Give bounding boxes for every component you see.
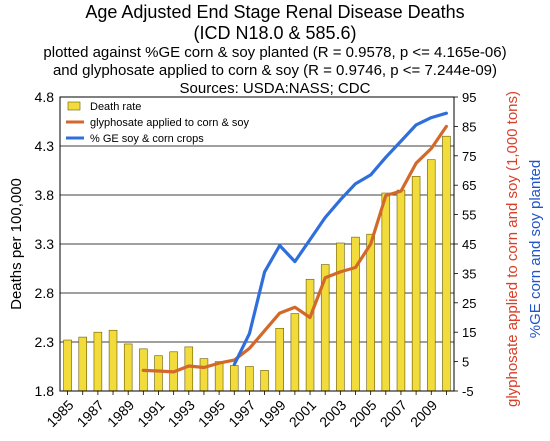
y-tick-label: 1.8 xyxy=(35,383,55,399)
bar-death-rate xyxy=(275,327,284,392)
x-tick-label: 1997 xyxy=(225,397,258,430)
y2-tick-label: 35 xyxy=(462,266,476,281)
legend-label-death-rate: Death rate xyxy=(90,101,141,113)
legend-label-ge-crops: % GE soy & corn crops xyxy=(90,133,204,145)
bar-death-rate xyxy=(427,159,436,392)
x-tick-label: 1999 xyxy=(255,397,288,430)
y2-tick-label: 45 xyxy=(462,237,476,252)
bar-death-rate xyxy=(214,361,224,392)
y2-tick-label: 5 xyxy=(462,355,469,370)
bar-death-rate xyxy=(63,339,72,392)
chart-title: Age Adjusted End Stage Renal Disease Dea… xyxy=(85,2,465,22)
x-tick-label: 1987 xyxy=(74,397,107,430)
y3-axis-label: %GE corn and soy planted xyxy=(527,160,544,338)
bar-death-rate xyxy=(442,135,451,392)
bar-death-rate xyxy=(78,336,87,392)
x-tick-label: 1991 xyxy=(134,397,167,430)
line-ge-crops xyxy=(232,111,448,367)
bar-death-rate xyxy=(290,313,300,392)
y2-tick-label: -5 xyxy=(462,384,474,399)
bar-death-rate xyxy=(199,358,209,392)
chart-subtitle-glyphosate: and glyphosate applied to corn & soy (R … xyxy=(52,62,498,79)
y2-tick-label: 55 xyxy=(462,208,476,223)
bar-death-rate xyxy=(366,233,375,392)
x-tick-label: 1993 xyxy=(165,397,198,430)
bar-death-rate xyxy=(396,189,406,392)
chart-subtitle-ge: plotted against %GE corn & soy planted (… xyxy=(43,44,507,61)
legend-label-glyphosate: glyphosate applied to corn & soy xyxy=(90,117,249,129)
y2-tick-label: 15 xyxy=(462,325,476,340)
x-tick-label: 1989 xyxy=(104,397,137,430)
bar-death-rate xyxy=(123,343,133,392)
bar-death-rate xyxy=(411,176,421,392)
bar-death-rate xyxy=(260,370,269,392)
bar-death-rate xyxy=(336,242,345,392)
y2-tick-label: 75 xyxy=(462,149,476,164)
line-glyphosate xyxy=(141,124,448,374)
y-tick-label: 4.8 xyxy=(35,89,55,105)
x-tick-label: 1995 xyxy=(195,397,228,430)
bar-death-rate xyxy=(184,346,194,392)
y-tick-label: 2.3 xyxy=(35,334,55,350)
y-tick-label: 2.8 xyxy=(35,285,55,301)
legend-swatch-death-rate xyxy=(67,101,81,111)
x-tick-label: 2005 xyxy=(346,397,379,430)
chart-sources: Sources: USDA:NASS; CDC xyxy=(179,80,371,97)
bar-death-rate xyxy=(230,365,239,392)
plot-frame xyxy=(59,96,455,392)
bar-death-rate xyxy=(93,331,103,392)
bar-death-rate xyxy=(108,329,118,392)
bar-death-rate xyxy=(381,192,391,392)
bar-death-rate xyxy=(154,355,163,392)
y-tick-label: 4.3 xyxy=(35,138,55,154)
x-tick-label: 2007 xyxy=(377,397,410,430)
y2-tick-label: 65 xyxy=(462,178,476,193)
y-tick-label: 3.8 xyxy=(35,187,55,203)
y-tick-label: 3.3 xyxy=(35,236,55,252)
x-tick-label: 2009 xyxy=(407,397,440,430)
x-tick-label: 2003 xyxy=(316,397,349,430)
x-tick-label: 2001 xyxy=(286,397,319,430)
bar-death-rate xyxy=(245,366,254,392)
y2-axis-label: glyphosate applied to corn and soy (1,00… xyxy=(504,91,521,407)
bar-death-rate xyxy=(351,236,360,392)
y2-tick-label: 85 xyxy=(462,119,476,134)
y-axis-label: Deaths per 100,000 xyxy=(8,178,25,310)
y2-tick-label: 95 xyxy=(462,90,476,105)
y2-tick-label: 25 xyxy=(462,296,476,311)
chart-title-icd: (ICD N18.0 & 585.6) xyxy=(193,23,357,43)
x-tick-label: 1985 xyxy=(43,397,76,430)
bar-death-rate xyxy=(305,278,315,392)
